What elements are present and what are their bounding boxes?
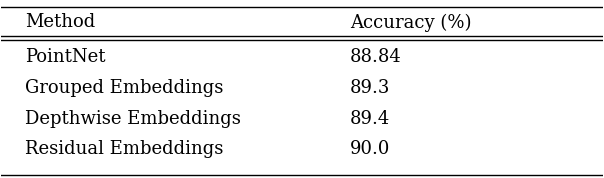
Text: 89.3: 89.3 xyxy=(350,79,390,97)
Text: PointNet: PointNet xyxy=(25,48,106,66)
Text: Accuracy (%): Accuracy (%) xyxy=(350,13,472,32)
Text: Method: Method xyxy=(25,13,95,31)
Text: 89.4: 89.4 xyxy=(350,110,390,128)
Text: 88.84: 88.84 xyxy=(350,48,402,66)
Text: Residual Embeddings: Residual Embeddings xyxy=(25,140,224,158)
Text: 90.0: 90.0 xyxy=(350,140,390,158)
Text: Depthwise Embeddings: Depthwise Embeddings xyxy=(25,110,242,128)
Text: Grouped Embeddings: Grouped Embeddings xyxy=(25,79,224,97)
